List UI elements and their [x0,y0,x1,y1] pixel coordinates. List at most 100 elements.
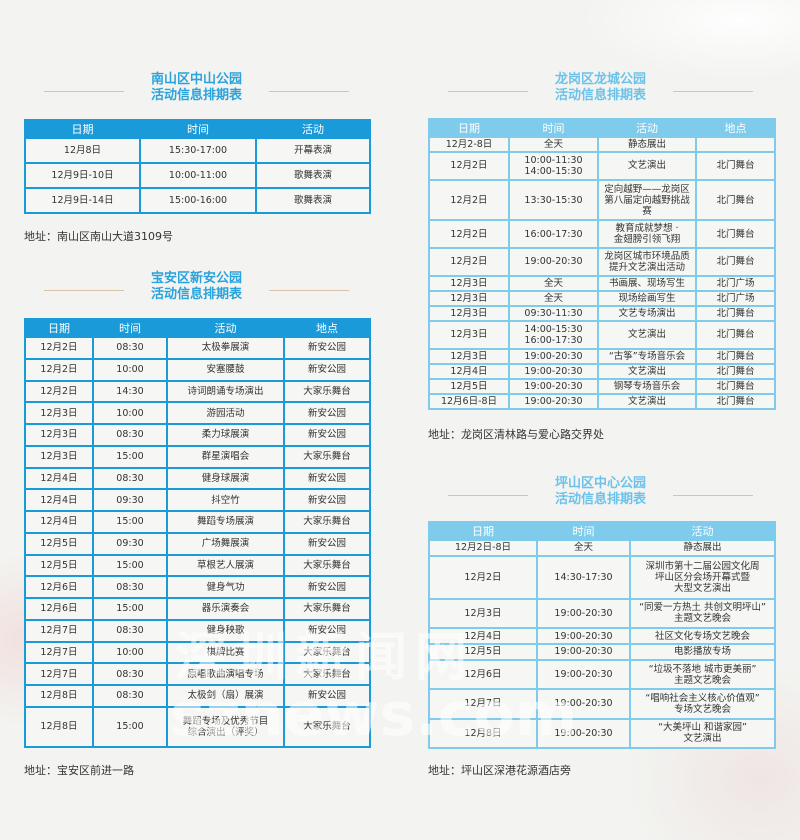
table-cell: 12月6日-8日 [428,392,510,411]
table-cell: 12月3日 [428,347,510,365]
column-header: 活动 [255,119,371,139]
table-cell: 12月3日 [428,274,510,292]
baoan-schedule-table: 日期 时间 活动 地点 12月2日 08:30 太极拳展演 新安公园 12月2日 10:00 安塞腰… [24,318,371,749]
column-header: 地点 [695,118,776,138]
table-cell: 15:00 [92,510,168,534]
table-cell: 文艺演出 [597,392,697,411]
table-cell: 新安公园 [283,423,371,447]
table-cell: 12月8日 [24,137,141,164]
table-cell: 14:30-17:30 [536,554,631,600]
table-cell: 安塞腰鼓 [166,357,285,382]
table-cell: 12月5日 [428,377,510,395]
table-cell: 10:00-11:00 [139,162,257,189]
baoan-title: 宝安区新安公园 活动信息排期表 [24,271,369,303]
ornament-divider [673,91,753,92]
table-cell: 12月7日 [24,640,94,665]
table-row: 12月2-8日 全天 静态展出 [428,135,776,154]
table-cell: “同爱一方热土 共创文明坪山” 主题文艺晚会 [629,597,776,630]
table-row: 12月5日 19:00-20:30 钢琴专场音乐会 北门舞台 [428,377,776,395]
table-cell: 12月6日 [428,658,538,691]
table-cell: 19:00-20:30 [508,392,599,411]
table-row: 12月7日 08:30 健身秧歌 新安公园 [24,618,371,643]
title-line: 活动信息排期表 [150,287,242,302]
table-row: 12月7日 08:30 原唱歌曲演唱专场 大家乐舞台 [24,662,371,686]
table-cell: 16:00-17:30 [508,219,599,250]
table-row: 12月6日 19:00-20:30 “垃圾不落地 城市更美丽” 主题文艺晚会 [428,658,776,691]
table-cell: “垃圾不落地 城市更美丽” 主题文艺晚会 [629,658,776,691]
nanshan-schedule-table: 日期 时间 活动 12月8日 15:30-17:00 开幕表演 12月9日-10日 10:00… [24,119,371,214]
table-cell: 静态展出 [597,135,697,154]
table-cell: 北门舞台 [695,392,776,411]
table-cell: 15:30-17:00 [139,137,257,164]
table-cell: 12月8日 [24,705,94,749]
pingshan-title: 坪山区中心公园 活动信息排期表 [428,476,773,508]
table-cell: 文艺演出 [597,362,697,380]
ornament-divider [448,91,528,92]
column-header: 时间 [508,118,599,138]
ornament-divider [448,495,528,496]
table-cell: “大美坪山 和谐家园” 文艺演出 [629,717,776,750]
table-cell: 12月8日 [24,684,94,708]
table-cell: 龙岗区城市环境品质 提升文艺演出活动 [597,247,697,277]
table-cell: 10:00-11:30 14:00-15:30 [508,151,599,181]
table-row: 12月3日 09:30-11:30 文艺专场演出 北门舞台 [428,304,776,322]
table-cell: 10:00 [92,401,168,425]
table-cell: 12月2日 [24,336,94,360]
table-row: 12月4日 19:00-20:30 社区文化专场文艺晚会 [428,627,776,645]
table-cell: 全天 [508,289,599,307]
table-cell: “古筝”专场音乐会 [597,347,697,365]
column-header: 时间 [92,318,168,338]
table-cell: 大家乐舞台 [283,705,371,749]
title-line: 活动信息排期表 [554,492,646,507]
table-cell: 08:30 [92,684,168,708]
table-cell: 12月4日 [24,510,94,534]
table-cell: 太极剑（扇）展演 [166,684,285,708]
table-cell: 12月4日 [428,362,510,380]
table-cell: 文艺专场演出 [597,304,697,322]
title-line: 活动信息排期表 [150,88,242,103]
table-cell: 12月2日 [428,178,510,222]
table-cell: 全天 [508,135,599,154]
table-cell: 12月2日-8日 [428,539,538,557]
table-cell: 北门舞台 [695,362,776,380]
table-cell: 钢琴专场音乐会 [597,377,697,395]
table-cell: 12月3日 [428,289,510,307]
table-cell: 健身秧歌 [166,618,285,643]
table-cell: 15:00 [92,705,168,749]
table-cell: 大家乐舞台 [283,379,371,404]
table-cell: 电影播放专场 [629,642,776,661]
table-cell: 北门舞台 [695,219,776,250]
table-cell: 社区文化专场文艺晚会 [629,627,776,645]
pingshan-address: 地址：坪山区深港花源酒店旁 [428,764,571,777]
table-cell: 太极拳展演 [166,336,285,360]
table-cell: 13:30-15:30 [508,178,599,222]
table-row: 12月2日 16:00-17:30 教育成就梦想 · 金翅膀引领飞翔 北门舞台 [428,219,776,250]
table-cell: 抖空竹 [166,488,285,512]
table-cell: 健身球展演 [166,466,285,491]
table-row: 12月3日 08:30 柔力球展演 新安公园 [24,423,371,447]
ornament-divider [269,290,349,291]
table-cell: 棋牌比赛 [166,640,285,665]
table-cell: 深圳市第十二届公园文化周 坪山区分会场开幕式暨 大型文艺演出 [629,554,776,600]
table-cell: 12月4日 [428,627,538,645]
table-cell: 新安公园 [283,357,371,382]
table-row: 12月9日-10日 10:00-11:00 歌舞表演 [24,162,371,189]
column-header: 活动 [166,318,285,338]
ornament-divider [44,91,124,92]
table-cell: 09:30 [92,531,168,556]
table-cell: 舞蹈专场展演 [166,510,285,534]
table-cell: 12月2-8日 [428,135,510,154]
table-cell: 全天 [536,539,631,557]
table-cell: 12月9日-10日 [24,162,141,189]
table-cell: 文艺演出 [597,151,697,181]
table-cell: 静态展出 [629,539,776,557]
table-cell: 12月2日 [24,379,94,404]
table-cell: 12月4日 [24,488,94,512]
table-row: 12月9日-14日 15:00-16:00 歌舞表演 [24,187,371,214]
column-header: 活动 [597,118,697,138]
longgang-schedule-table: 日期 时间 活动 地点 12月2-8日 全天 静态展出 12月2日 10:00-11:30 14… [428,118,776,411]
nanshan-title: 南山区中山公园 活动信息排期表 [24,72,369,104]
table-cell: 北门舞台 [695,151,776,181]
table-cell: 歌舞表演 [255,187,371,214]
table-cell: 12月2日 [428,151,510,181]
